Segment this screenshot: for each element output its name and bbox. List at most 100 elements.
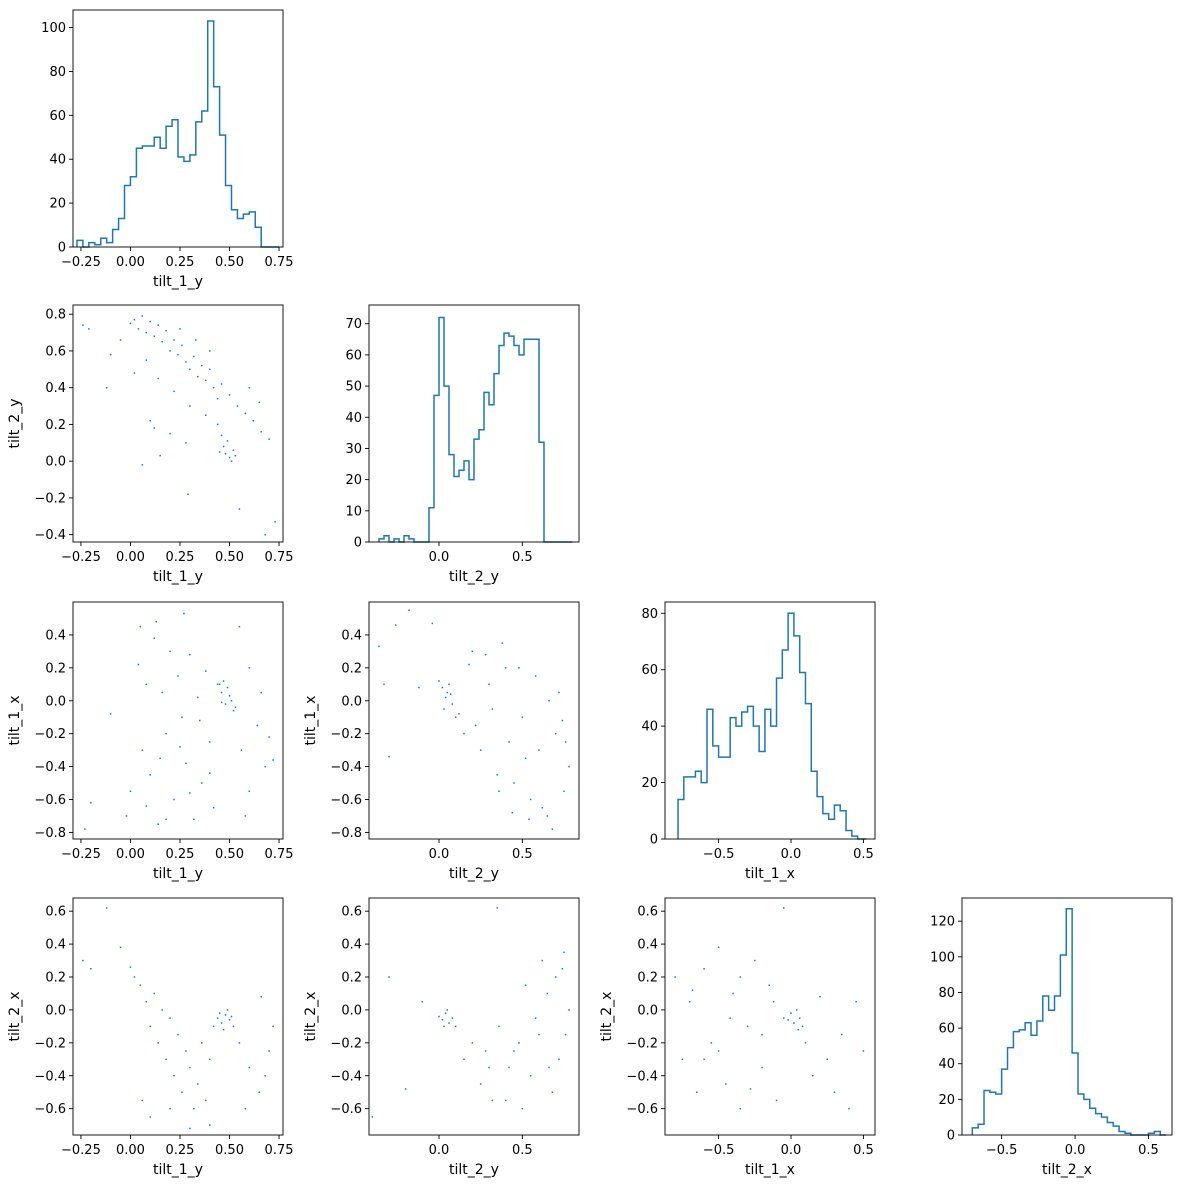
scatter-point xyxy=(479,749,482,751)
scatter-point xyxy=(232,449,235,451)
scatter-point xyxy=(798,1017,801,1019)
y-tick-label: −0.6 xyxy=(330,1102,362,1117)
y-tick-label: 100 xyxy=(41,21,66,36)
scatter-point xyxy=(133,318,136,321)
scatter-point xyxy=(441,1019,444,1021)
scatter-point xyxy=(691,989,694,991)
y-tick-label: 100 xyxy=(930,950,955,965)
scatter-point xyxy=(674,976,676,978)
x-tick-label: 0.75 xyxy=(265,550,294,565)
scatter-point xyxy=(534,1017,537,1019)
x-axis-label: tilt_1_y xyxy=(153,866,203,882)
scatter-point xyxy=(783,1017,785,1019)
scatter-point xyxy=(149,419,152,422)
scatter-point xyxy=(222,445,225,448)
scatter-point xyxy=(193,1107,195,1110)
panel-3-3: −0.5 0.0 0.5 0 20 40 60 80 tilt_1_x xyxy=(641,601,876,882)
scatter-point xyxy=(563,951,565,954)
y-tick-label: 40 xyxy=(345,411,362,426)
x-tick-label: 0.0 xyxy=(781,1143,802,1158)
scatter-point xyxy=(458,713,460,715)
x-tick-label: 0.00 xyxy=(116,255,145,270)
scatter-point xyxy=(183,612,185,615)
x-tick-label: 0.75 xyxy=(265,255,294,270)
y-tick-label: 80 xyxy=(49,65,66,80)
scatter-point xyxy=(220,691,223,694)
scatter-point xyxy=(446,1009,449,1011)
y-tick-label: 120 xyxy=(930,915,955,930)
scatter-point xyxy=(564,1033,567,1036)
scatter-point xyxy=(161,691,163,694)
scatter-point xyxy=(260,996,262,998)
scatter-point xyxy=(260,431,262,433)
scatter-point xyxy=(161,340,163,343)
histogram-step-line xyxy=(971,907,1167,1136)
scatter-point xyxy=(185,1050,187,1052)
scatter-point xyxy=(224,703,227,705)
scatter-point xyxy=(541,959,544,962)
scatter-point xyxy=(185,762,187,765)
scatter-point xyxy=(454,1025,457,1028)
scatter-point xyxy=(82,324,84,326)
x-tick-label: 0.00 xyxy=(116,550,145,565)
scatter-point xyxy=(129,966,132,968)
x-tick-label: 0.75 xyxy=(265,1143,294,1158)
scatter-point xyxy=(248,1066,251,1069)
scatter-point xyxy=(563,790,565,793)
scatter-point xyxy=(193,355,195,358)
scatter-point xyxy=(446,691,449,694)
scatter-point xyxy=(444,1012,447,1014)
y-tick-label: 80 xyxy=(938,986,955,1001)
scatter-point xyxy=(165,732,167,735)
scatter-point xyxy=(388,755,390,758)
scatter-point xyxy=(508,741,510,743)
scatter-point xyxy=(169,650,171,653)
scatter-point xyxy=(529,1075,532,1077)
scatter-point xyxy=(449,693,452,695)
scatter-point xyxy=(703,968,705,970)
x-tick-label: 0.5 xyxy=(512,550,533,565)
scatter-point xyxy=(189,1066,191,1069)
y-tick-label: −0.2 xyxy=(34,491,66,506)
scatter-point xyxy=(234,706,237,709)
scatter-point xyxy=(173,339,175,341)
scatter-point xyxy=(157,1042,159,1044)
y-tick-label: 70 xyxy=(345,317,362,332)
scatter-point xyxy=(491,708,494,710)
scatter-point xyxy=(199,719,201,722)
scatter-point xyxy=(471,650,474,653)
scatter-point xyxy=(561,719,564,722)
scatter-point xyxy=(513,1050,515,1052)
x-axis-label: tilt_1_x xyxy=(745,1162,795,1178)
histogram-step-line xyxy=(378,316,573,543)
scatter-point xyxy=(204,379,207,382)
scatter-point xyxy=(189,653,191,656)
scatter-point xyxy=(441,686,444,689)
y-tick-label: 60 xyxy=(345,348,362,363)
axes-frame xyxy=(72,304,284,543)
y-tick-label: 0.6 xyxy=(45,344,66,359)
scatter-point xyxy=(554,732,557,735)
y-tick-label: −0.4 xyxy=(626,1069,658,1084)
scatter-point xyxy=(538,1033,540,1036)
scatter-point xyxy=(230,700,233,702)
scatter-point xyxy=(222,680,225,682)
scatter-point xyxy=(703,1058,705,1061)
scatter-point xyxy=(388,976,390,978)
y-tick-label: 10 xyxy=(345,504,362,519)
scatter-point xyxy=(848,1107,850,1110)
scatter-point xyxy=(754,959,756,962)
scatter-point xyxy=(208,1058,211,1061)
scatter-point xyxy=(133,976,136,978)
x-axis-label: tilt_2_y xyxy=(449,1162,499,1178)
x-tick-label: −0.5 xyxy=(703,847,735,862)
scatter-point xyxy=(145,805,148,807)
y-tick-label: 0.4 xyxy=(341,628,362,643)
scatter-point xyxy=(448,1022,450,1024)
y-tick-label: −0.4 xyxy=(34,760,66,775)
scatter-point xyxy=(185,442,187,444)
scatter-point xyxy=(268,736,270,738)
x-tick-label: −0.5 xyxy=(703,1143,735,1158)
scatter-points xyxy=(378,609,570,830)
scatter-point xyxy=(181,344,183,347)
